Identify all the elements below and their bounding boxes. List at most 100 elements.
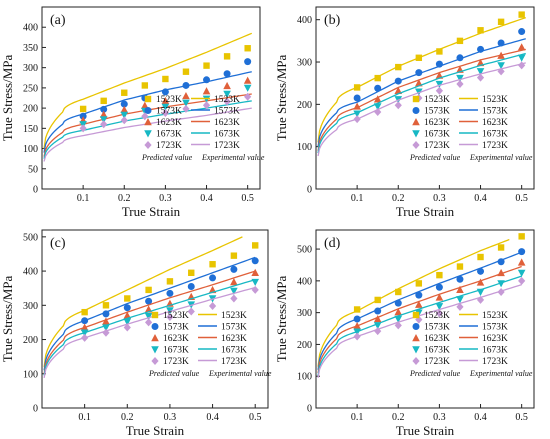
legend-marker-1573K (412, 323, 420, 330)
plot-area (317, 233, 526, 378)
predicted-point-1573K (244, 58, 252, 66)
y-tick-label: 0 (33, 404, 38, 415)
panels: 0.1 0.2 0.3 0.4 0.5 0 50 100 150 200 250 300 350 400 T… (0, 6, 535, 438)
predicted-point-1623K (353, 102, 361, 110)
legend-experimental-title: Experimental value (469, 153, 533, 162)
legend-marker-1673K (412, 346, 420, 354)
experimental-line-1573K (43, 256, 256, 371)
predicted-point-1523K (415, 54, 423, 61)
predicted-point-1523K (223, 53, 231, 60)
predicted-point-1673K (373, 322, 382, 330)
predicted-point-1523K (497, 244, 505, 251)
predicted-point-1673K (251, 278, 260, 287)
predicted-point-1723K (161, 108, 169, 117)
predicted-point-1573K (497, 39, 505, 47)
predicted-point-1673K (394, 315, 403, 323)
legend-marker-1573K (144, 107, 152, 114)
x-tick-label: 0.2 (392, 412, 405, 423)
legend-label-predicted: 1673K (156, 130, 182, 140)
predicted-point-1673K (476, 68, 485, 76)
predicted-point-1523K (230, 252, 238, 259)
predicted-point-1723K (81, 333, 89, 342)
predicted-point-1623K (373, 95, 382, 103)
predicted-point-1523K (124, 295, 131, 302)
predicted-point-1723K (208, 301, 217, 310)
predicted-point-1673K (517, 54, 526, 62)
legend-label-predicted: 1623K (156, 118, 182, 128)
legend-label-predicted: 1723K (424, 357, 450, 367)
predicted-point-1523K (209, 261, 216, 268)
predicted-point-1523K (374, 74, 381, 82)
y-tick-label: 400 (297, 276, 312, 287)
panel-4: 0.1 0.2 0.3 0.4 0.5 0 100 200 300 400 500 True Stra… (274, 229, 535, 438)
x-tick-label: 0.3 (159, 193, 172, 204)
predicted-point-1573K (518, 28, 526, 36)
y-tick-label: 250 (23, 83, 38, 94)
predicted-point-1523K (497, 18, 505, 26)
legend-label-experimental: 1523K (482, 95, 508, 105)
legend-marker-1723K (412, 357, 420, 365)
predicted-point-1673K (476, 288, 485, 296)
predicted-point-1573K (477, 267, 485, 275)
panel-label: (a) (50, 13, 66, 28)
legend-label-experimental: 1673K (482, 346, 508, 356)
y-tick-label: 0 (307, 404, 312, 415)
predicted-point-1573K (166, 289, 174, 297)
plot-frame (315, 229, 535, 409)
predicted-point-1673K (230, 287, 238, 295)
predicted-point-1623K (230, 278, 238, 286)
predicted-point-1723K (102, 328, 110, 337)
predicted-point-1723K (353, 332, 361, 341)
legend-marker-1523K (412, 95, 420, 103)
predicted-point-1523K (102, 302, 110, 309)
legend-predicted-title: Predicted value (141, 153, 193, 162)
predicted-point-1573K (477, 45, 485, 53)
legend-label-predicted: 1523K (163, 311, 189, 321)
predicted-point-1673K (435, 303, 444, 311)
predicted-point-1673K (99, 116, 108, 124)
legend-experimental-title: Experimental value (201, 153, 265, 162)
predicted-point-1623K (182, 91, 190, 100)
experimental-line-1523K (43, 236, 243, 368)
predicted-point-1673K (144, 313, 153, 321)
x-tick-label: 0.5 (249, 412, 262, 423)
predicted-point-1523K (353, 306, 361, 313)
predicted-point-1573K (374, 307, 382, 315)
y-tick-label: 300 (23, 301, 38, 312)
predicted-point-1523K (182, 68, 190, 75)
legend-label-predicted: 1573K (163, 323, 189, 333)
predicted-point-1673K (497, 62, 505, 70)
y-tick-label: 350 (23, 43, 38, 54)
legend-marker-1673K (412, 130, 420, 138)
legend-marker-1723K (151, 357, 159, 365)
predicted-point-1523K (252, 242, 259, 249)
legend-label-experimental: 1673K (214, 130, 240, 140)
predicted-point-1673K (353, 110, 361, 118)
predicted-point-1573K (497, 258, 505, 266)
predicted-point-1723K (120, 116, 128, 125)
x-tick-label: 0.1 (351, 412, 364, 423)
predicted-point-1723K (202, 101, 211, 110)
predicted-point-1723K (394, 321, 402, 330)
x-tick-label: 0.1 (351, 193, 364, 204)
x-tick-label: 0.3 (433, 193, 446, 204)
predicted-point-1523K (456, 263, 464, 270)
experimental-line-1673K (43, 279, 256, 376)
predicted-point-1623K (476, 278, 485, 286)
predicted-point-1673K (243, 84, 252, 92)
predicted-point-1723K (187, 307, 195, 316)
y-tick-label: 0 (33, 185, 38, 196)
x-axis-title: True Strain (122, 204, 181, 219)
y-tick-label: 150 (23, 124, 38, 135)
predicted-point-1573K (456, 275, 464, 283)
predicted-point-1523K (374, 296, 381, 304)
y-tick-label: 400 (297, 15, 312, 26)
legend-experimental-title: Experimental value (208, 369, 272, 378)
predicted-point-1723K (141, 112, 149, 121)
predicted-point-1723K (79, 124, 87, 133)
predicted-point-1723K (145, 318, 153, 327)
predicted-point-1673K (497, 280, 505, 288)
legend-label-experimental: 1623K (482, 118, 508, 128)
panel-label: (c) (50, 236, 66, 251)
predicted-point-1623K (243, 76, 252, 84)
